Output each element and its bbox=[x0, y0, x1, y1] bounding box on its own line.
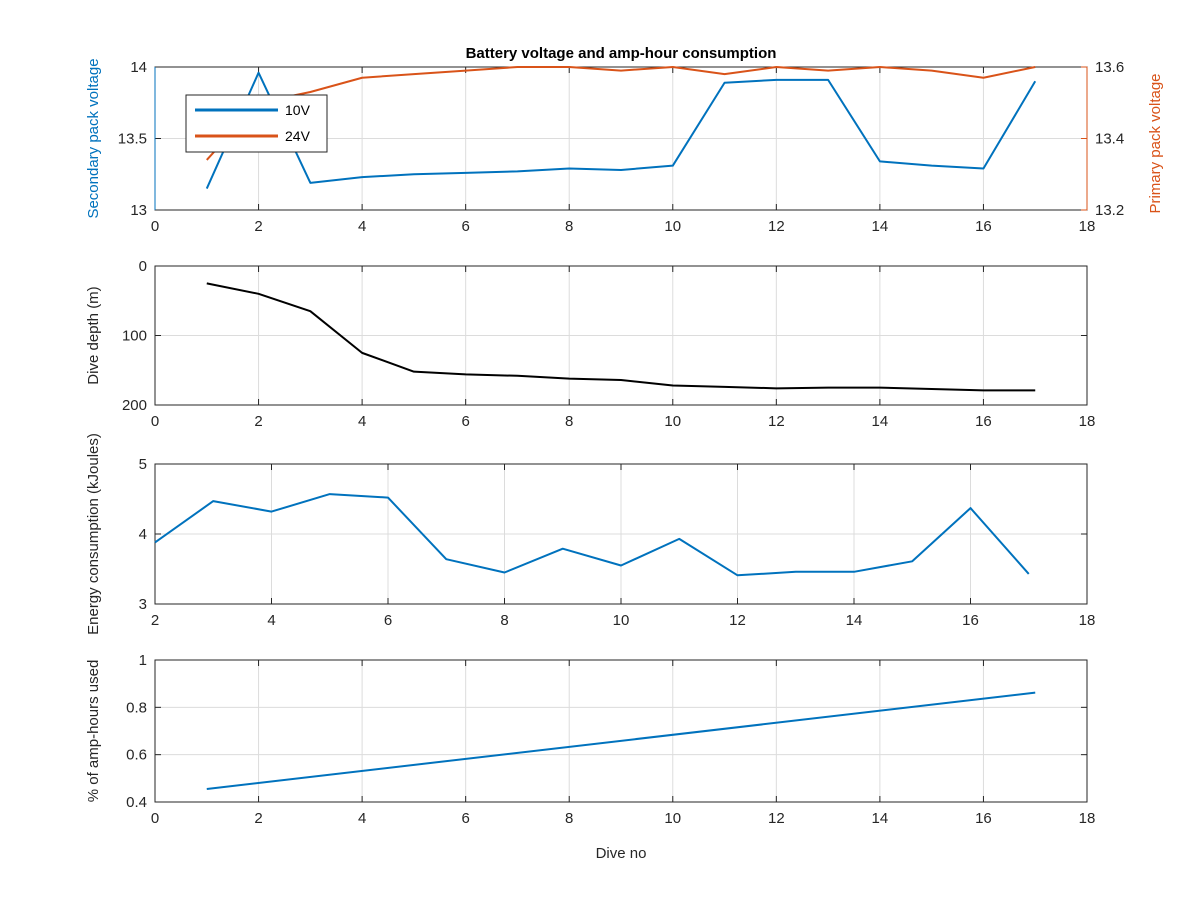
x-tick-label: 6 bbox=[384, 612, 392, 629]
x-tick-label: 10 bbox=[664, 413, 681, 430]
y-axis-label: Dive depth (m) bbox=[85, 286, 102, 384]
legend: 10V 24V bbox=[185, 94, 328, 153]
x-tick-label: 0 bbox=[151, 218, 159, 235]
chart-panel-3: 2 4 6 8 10 12 14 16 18 3 4 5 Energy consumption (kJo… bbox=[85, 433, 1095, 635]
legend-label: 10V bbox=[285, 102, 311, 118]
y-tick-label: 100 bbox=[122, 328, 147, 345]
axes-frame bbox=[154, 659, 1088, 803]
x-tick-label: 18 bbox=[1079, 413, 1096, 430]
y-right-axis-label: Primary pack voltage bbox=[1147, 73, 1164, 213]
chart-panel-1: 0 2 4 6 8 10 12 14 16 18 13 13.5 14 13.2 13.4 13.6 Secon… bbox=[85, 45, 1164, 235]
y-tick-label: 0.8 bbox=[126, 699, 147, 716]
series-line-1 bbox=[154, 493, 1030, 577]
x-tick-label: 18 bbox=[1079, 218, 1096, 235]
x-tick-label: 2 bbox=[254, 218, 262, 235]
y-tick-label: 200 bbox=[122, 397, 147, 414]
x-tick-label: 16 bbox=[975, 413, 992, 430]
y-tick-label: 0.6 bbox=[126, 747, 147, 764]
y-axis-label: Energy consumption (kJoules) bbox=[85, 433, 102, 635]
x-tick-label: 16 bbox=[975, 810, 992, 827]
x-tick-label: 6 bbox=[461, 810, 469, 827]
y-tick-label: 3 bbox=[139, 596, 147, 613]
y-tick-label: 13 bbox=[130, 202, 147, 219]
y-tick-label: 0.4 bbox=[126, 794, 147, 811]
y-tick-label: 14 bbox=[130, 59, 147, 76]
x-tick-label: 14 bbox=[872, 413, 889, 430]
y-tick-label: 13.5 bbox=[118, 131, 147, 148]
x-tick-label: 4 bbox=[358, 413, 366, 430]
x-tick-label: 16 bbox=[975, 218, 992, 235]
x-tick-label: 8 bbox=[565, 218, 573, 235]
y-tick-label: 4 bbox=[139, 526, 147, 543]
x-tick-label: 18 bbox=[1079, 810, 1096, 827]
x-tick-label: 12 bbox=[729, 612, 746, 629]
chart-panel-2: 0 2 4 6 8 10 12 14 16 18 0 100 200 Dive depth (m) bbox=[85, 258, 1095, 430]
y-tick-label: 1 bbox=[139, 652, 147, 669]
x-tick-label: 12 bbox=[768, 810, 785, 827]
series-line-1 bbox=[206, 691, 1036, 790]
x-tick-label: 14 bbox=[846, 612, 863, 629]
x-tick-label: 12 bbox=[768, 218, 785, 235]
x-tick-label: 10 bbox=[664, 218, 681, 235]
x-tick-label: 0 bbox=[151, 810, 159, 827]
legend-label: 24V bbox=[285, 128, 311, 144]
y-axis-label: Secondary pack voltage bbox=[85, 58, 102, 218]
x-tick-label: 4 bbox=[358, 810, 366, 827]
x-tick-label: 14 bbox=[872, 218, 889, 235]
x-tick-label: 16 bbox=[962, 612, 979, 629]
x-tick-label: 10 bbox=[664, 810, 681, 827]
y-right-tick-label: 13.2 bbox=[1095, 202, 1124, 219]
series-line-10v bbox=[205, 71, 1037, 189]
x-tick-label: 0 bbox=[151, 413, 159, 430]
x-tick-label: 10 bbox=[613, 612, 630, 629]
y-axis-label: % of amp-hours used bbox=[85, 660, 102, 803]
series-line-1 bbox=[206, 282, 1036, 392]
chart-panel-4: 0 2 4 6 8 10 12 14 16 18 0.4 0.6 0.8 1 % of amp-hours … bbox=[85, 652, 1095, 862]
y-tick-label: 5 bbox=[139, 456, 147, 473]
x-tick-label: 8 bbox=[565, 810, 573, 827]
chart-title: Battery voltage and amp-hour consumption bbox=[466, 45, 777, 62]
x-axis-label: Dive no bbox=[596, 845, 647, 862]
x-tick-label: 2 bbox=[254, 413, 262, 430]
y-right-tick-label: 13.6 bbox=[1095, 59, 1124, 76]
x-tick-label: 6 bbox=[461, 413, 469, 430]
x-tick-label: 8 bbox=[565, 413, 573, 430]
x-tick-label: 14 bbox=[872, 810, 889, 827]
x-tick-label: 2 bbox=[151, 612, 159, 629]
y-tick-label: 0 bbox=[139, 258, 147, 275]
legend-box bbox=[185, 94, 328, 153]
x-tick-label: 4 bbox=[267, 612, 275, 629]
x-tick-label: 2 bbox=[254, 810, 262, 827]
series-line-24v bbox=[206, 66, 1036, 161]
x-tick-label: 18 bbox=[1079, 612, 1096, 629]
x-tick-label: 4 bbox=[358, 218, 366, 235]
x-tick-label: 12 bbox=[768, 413, 785, 430]
x-tick-label: 6 bbox=[461, 218, 469, 235]
x-tick-label: 8 bbox=[500, 612, 508, 629]
y-right-tick-label: 13.4 bbox=[1095, 131, 1124, 148]
